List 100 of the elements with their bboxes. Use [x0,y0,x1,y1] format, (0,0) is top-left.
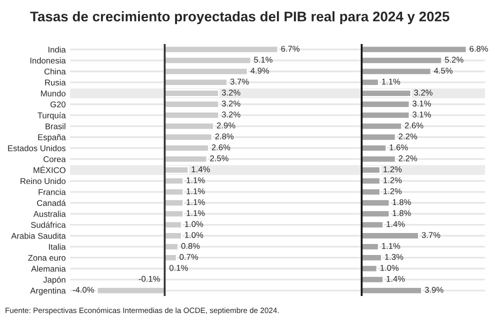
bar [360,67,432,76]
data-label: 2.6% [404,122,424,128]
data-label: 1.2% [384,188,402,194]
y-tick-label: Australia [33,210,66,217]
bar [164,122,214,130]
y-tick-label: Mundo [41,90,66,96]
data-label: 1.0% [185,232,204,238]
bar [360,254,382,262]
bar [164,176,184,186]
data-label: 2.6% [212,144,230,150]
bar [360,56,443,65]
data-label: 0.1% [170,264,188,271]
bar [164,111,220,120]
y-tick-label: Francia [38,188,66,196]
data-label: 1.4% [386,276,405,282]
data-label: 1.1% [186,210,205,216]
data-label: 2.2% [398,133,418,140]
bar [164,133,213,142]
data-label: 3.7% [230,78,249,85]
data-label: 2.5% [210,155,228,162]
data-label: 5.1% [254,56,272,63]
bar [164,198,184,207]
data-label: 1.1% [382,243,400,249]
y-tick-label: India [48,46,66,53]
bar [360,242,380,251]
y-tick-label: Estados Unidos [8,145,66,152]
data-label: 6.8% [470,46,488,52]
y-tick-label: Italia [49,244,66,250]
bar [360,111,410,120]
y-tick-label: Zona euro [28,254,66,261]
data-label: 1.6% [390,144,408,150]
data-label: 4.9% [250,68,270,74]
data-label: 3.2% [222,100,240,106]
data-label: 3.1% [412,112,431,118]
bar [360,166,381,174]
bar [360,275,384,284]
y-tick-label: Alemania [31,266,66,272]
data-label: 4.5% [434,68,453,74]
data-label: 3.1% [412,100,431,106]
y-tick-label: Rusia [45,79,66,86]
bar [164,232,182,240]
y-tick-label: Argentina [30,288,66,296]
bar [360,89,412,98]
data-label: 0.7% [180,254,198,260]
bar [360,133,396,142]
data-label: 1.0% [185,221,204,228]
data-label: 1.1% [186,199,205,206]
bar [164,210,184,218]
bar [360,78,380,86]
y-tick-label: MÉXICO [34,166,66,174]
data-label: 1.1% [186,188,205,194]
bar [360,198,390,207]
y-tick-label: Canadá [37,200,66,206]
data-label: 3.2% [222,90,240,96]
bar [164,166,190,174]
y-tick-label: Arabia Saudita [11,232,66,239]
data-label: 1.4% [386,221,405,227]
bar [164,89,220,98]
data-label: 1.1% [186,177,205,184]
bar [360,176,381,186]
bar [360,264,378,273]
bar [360,144,388,152]
data-label: 2.9% [216,122,236,128]
y-tick-label: Indonesia [30,57,66,64]
data-label: 3.2% [414,90,432,96]
data-label: 1.0% [380,264,399,271]
bar [164,220,182,229]
data-label: 1.8% [392,210,411,216]
bar [360,188,381,196]
data-label: 1.4% [192,166,210,172]
bar [164,188,184,196]
bar [360,220,384,229]
data-label: -0.1% [138,276,160,282]
data-label: 3.2% [222,112,240,118]
data-label: 0.8% [181,243,200,249]
bar [164,67,248,76]
data-label: -4.0% [72,286,94,293]
bar [164,100,220,108]
bar [164,154,208,164]
data-label: 3.7% [422,232,440,238]
data-label: 1.3% [385,254,404,260]
y-tick-label: Turquía [38,112,66,120]
bar [164,144,210,152]
bar [96,286,166,295]
bar [360,286,422,295]
bar [360,232,420,240]
data-label: 1.2% [384,177,402,184]
bar [360,154,396,164]
bar [360,210,390,218]
y-tick-label: Corea [44,156,66,162]
data-label: 5.2% [444,56,464,63]
y-tick-label: G20 [50,101,66,108]
data-label: 2.2% [398,155,418,162]
bar [164,56,252,65]
y-tick-label: España [38,134,66,142]
data-label: 2.8% [215,133,234,140]
bar [360,122,402,130]
y-tick-label: Japón [43,276,66,284]
bar [360,45,468,54]
bar [360,100,410,108]
